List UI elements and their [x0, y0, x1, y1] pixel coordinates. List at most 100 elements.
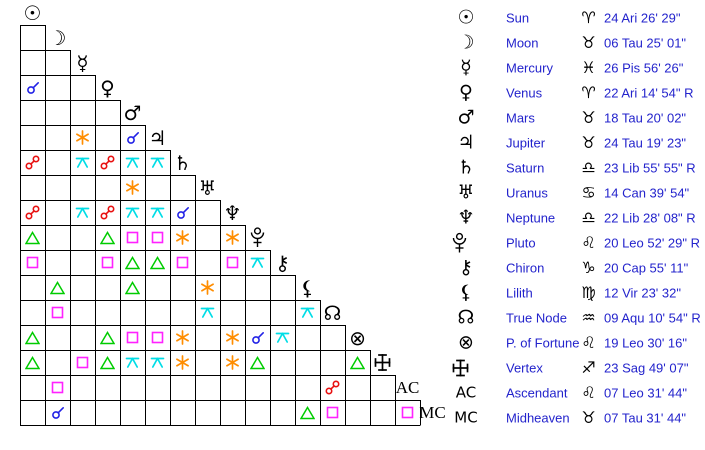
position-value: 12 Vir 23' 32": [604, 285, 681, 300]
quincunx-icon: [200, 307, 215, 318]
aspect-vertex-p-of-fortune-trine: [345, 350, 370, 375]
quincunx-icon: [75, 207, 90, 218]
conjunction-icon: [176, 206, 189, 219]
aries-icon: ♈: [581, 7, 596, 27]
aspect-p-of-fortune-pluto-conjunction: [245, 325, 270, 350]
grid-planet-neptune: ♆: [220, 200, 245, 225]
opposition-icon: [25, 205, 40, 220]
aspect-true-node-lilith-quincunx: [295, 300, 320, 325]
planet-name: Chiron: [506, 260, 545, 275]
planet-name: Venus: [506, 85, 543, 100]
position-value: 18 Tau 20' 02": [604, 110, 687, 125]
square-icon: [51, 306, 64, 319]
table-row-sun: ☉ Sun ♈ 24 Ari 26' 29": [450, 5, 705, 30]
opposition-icon: [25, 155, 40, 170]
quincunx-icon: [150, 207, 165, 218]
midheaven-icon: MC: [454, 408, 478, 426]
aspect-p-of-fortune-venus-trine: [95, 325, 120, 350]
sun-icon: ☉: [457, 6, 475, 28]
planet-name: P. of Fortune: [506, 335, 580, 350]
trine-icon: [250, 355, 265, 369]
position-value: 22 Lib 28' 08" R: [604, 210, 696, 225]
table-row-mercury: ☿ Mercury ♓ 26 Pis 56' 26": [450, 55, 705, 80]
grid-planet-ascendant: AC: [395, 375, 420, 400]
quincunx-icon: [300, 307, 315, 318]
sextile-icon: [201, 280, 214, 295]
sextile-icon: [176, 355, 189, 370]
neptune-icon: ♆: [457, 206, 475, 228]
square-icon: [26, 256, 39, 269]
ascendant-icon: AC: [395, 378, 420, 397]
grid-planet-lilith: ⚸: [295, 275, 320, 300]
grid-planet-pluto: [245, 225, 270, 250]
aspect-lilith-mars-trine: [120, 275, 145, 300]
square-icon: [326, 406, 339, 419]
quincunx-icon: [75, 157, 90, 168]
aspect-vertex-pluto-trine: [245, 350, 270, 375]
grid-planet-uranus: ♅: [195, 175, 220, 200]
aspect-chiron-saturn-square: [170, 250, 195, 275]
trine-icon: [50, 280, 65, 294]
quincunx-icon: [125, 207, 140, 218]
chiron-icon: ⚷: [275, 250, 290, 275]
quincunx-icon: [250, 257, 265, 268]
taurus-icon: ♉: [581, 132, 596, 152]
position-value: 24 Ari 26' 29": [604, 10, 681, 25]
leo-icon: ♌: [581, 382, 596, 402]
saturn-icon: ♄: [173, 150, 192, 175]
aspect-ascendant-moon-square: [45, 375, 70, 400]
aspect-midheaven-moon-conjunction: [45, 400, 70, 425]
aspect-p-of-fortune-jupiter-square: [145, 325, 170, 350]
quincunx-icon: [125, 157, 140, 168]
planet-name: True Node: [506, 310, 567, 325]
taurus-icon: ♉: [581, 32, 596, 52]
cancer-icon: ♋: [581, 182, 596, 202]
vertex-icon: [452, 358, 480, 377]
opposition-icon: [325, 380, 340, 395]
grid-planet-vertex: [370, 350, 395, 375]
grid-planet-saturn: ♄: [170, 150, 195, 175]
trine-icon: [25, 230, 40, 244]
aspect-vertex-mercury-square: [70, 350, 95, 375]
aspect-neptune-sun-opposition: [20, 200, 45, 225]
conjunction-icon: [126, 131, 139, 144]
trine-icon: [150, 255, 165, 269]
pluto-icon: [452, 232, 480, 253]
aspect-midheaven-lilith-trine: [295, 400, 320, 425]
moon-icon: ☽: [48, 25, 67, 50]
aspect-vertex-jupiter-quincunx: [145, 350, 170, 375]
planet-name: Neptune: [506, 210, 556, 225]
table-row-true-node: ☊ True Node ♒ 09 Aqu 10' 54" R: [450, 305, 705, 330]
opposition-icon: [100, 205, 115, 220]
sextile-icon: [76, 130, 89, 145]
mars-icon: ♂: [123, 100, 142, 125]
position-value: 07 Tau 31' 44": [604, 410, 687, 425]
aspect-neptune-mars-quincunx: [120, 200, 145, 225]
sextile-icon: [226, 355, 239, 370]
table-row-ascendant: AC Ascendant ♌ 07 Leo 31' 44": [450, 380, 705, 405]
fortune-icon: ⊗: [458, 331, 474, 353]
moon-icon: ☽: [457, 31, 475, 53]
true-node-icon: ☊: [323, 300, 342, 325]
square-icon: [176, 256, 189, 269]
planet-name: Ascendant: [506, 385, 568, 400]
grid-planet-moon: ☽: [45, 25, 70, 50]
aspect-pluto-saturn-sextile: [170, 225, 195, 250]
table-row-uranus: ♅ Uranus ♋ 14 Can 39' 54": [450, 180, 705, 205]
position-value: 19 Leo 30' 16": [604, 335, 688, 350]
position-value: 23 Sag 49' 07": [604, 360, 689, 375]
planet-name: Midheaven: [506, 410, 570, 425]
aspect-pluto-venus-trine: [95, 225, 120, 250]
aspect-ascendant-true-node-opposition: [320, 375, 345, 400]
chiron-icon: ⚷: [459, 256, 473, 278]
planet-name: Lilith: [506, 285, 533, 300]
trine-icon: [125, 255, 140, 269]
aspect-vertex-mars-quincunx: [120, 350, 145, 375]
sun-icon: ☉: [23, 0, 42, 25]
mars-icon: ♂: [457, 106, 475, 128]
aspect-lilith-uranus-sextile: [195, 275, 220, 300]
table-row-moon: ☽ Moon ♉ 06 Tau 25' 01": [450, 30, 705, 55]
grid-planet-midheaven: MC: [419, 400, 445, 425]
table-row-lilith: ⚸ Lilith ♍ 12 Vir 23' 32": [450, 280, 705, 305]
trine-icon: [25, 355, 40, 369]
